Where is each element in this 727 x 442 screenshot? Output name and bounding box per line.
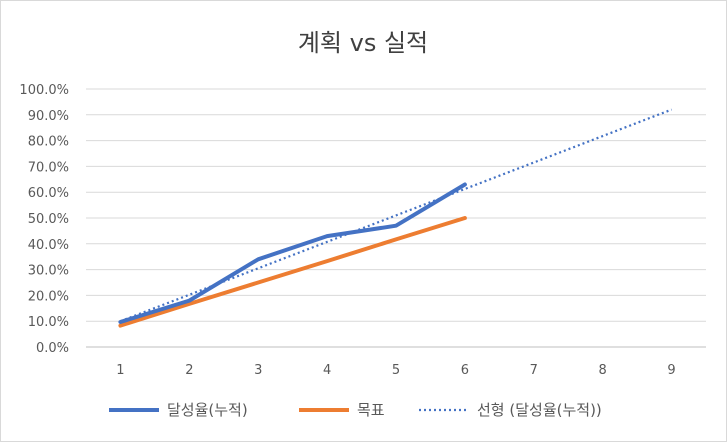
y-tick-label: 80.0% — [28, 135, 69, 150]
y-tick-label: 50.0% — [28, 212, 69, 227]
y-tick-label: 70.0% — [28, 160, 69, 175]
legend-label: 달성율(누적) — [167, 401, 248, 419]
y-tick-label: 40.0% — [28, 238, 69, 253]
series-line — [118, 182, 467, 324]
trendline-series — [120, 108, 672, 323]
chart-title: 계획 vs 실적 — [298, 29, 428, 57]
x-axis-tick-labels: 1 2 3 4 5 6 7 8 9 — [116, 363, 675, 378]
y-tick-label: 0.0% — [36, 341, 69, 356]
legend-label: 선형 (달성율(누적)) — [477, 401, 602, 419]
legend-label: 목표 — [357, 401, 385, 419]
x-tick-label: 8 — [599, 363, 607, 378]
gridlines — [86, 88, 706, 348]
x-tick-label: 2 — [185, 363, 193, 378]
y-tick-label: 100.0% — [19, 83, 69, 98]
legend: 달성율(누적) 목표 선형 (달성율(누적)) — [109, 401, 602, 419]
x-tick-label: 3 — [254, 363, 262, 378]
x-tick-label: 6 — [461, 363, 469, 378]
y-tick-label: 90.0% — [28, 109, 69, 124]
x-tick-label: 1 — [116, 363, 124, 378]
x-tick-label: 5 — [392, 363, 400, 378]
x-tick-label: 7 — [530, 363, 538, 378]
x-tick-label: 9 — [667, 363, 675, 378]
y-tick-label: 60.0% — [28, 186, 69, 201]
y-tick-label: 30.0% — [28, 264, 69, 279]
y-tick-label: 20.0% — [28, 289, 69, 304]
series-lines — [118, 108, 672, 328]
y-tick-label: 10.0% — [28, 315, 69, 330]
x-tick-label: 4 — [323, 363, 331, 378]
y-axis-tick-labels: 0.0% 10.0% 20.0% 30.0% 40.0% 50.0% 60.0% 70.0% 8… — [19, 83, 69, 356]
series-line — [118, 216, 467, 328]
